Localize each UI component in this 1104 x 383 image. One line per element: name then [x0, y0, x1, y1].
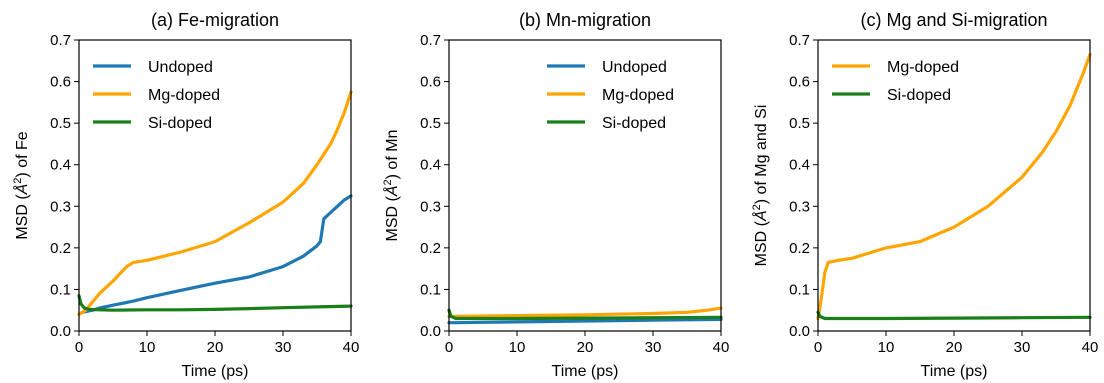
x-tick-label: 20 [946, 339, 963, 356]
legend-label: Si-doped [148, 115, 212, 132]
y-tick-label: 0.6 [420, 74, 441, 91]
series-line-undoped [77, 194, 353, 316]
plot-frame [448, 39, 722, 332]
y-tick-label: 0.6 [50, 74, 71, 91]
series-line-mg-doped [77, 90, 353, 316]
y-tick-label: 0.3 [420, 198, 441, 215]
series-line-si-doped [77, 294, 353, 312]
y-tick-label: 0.6 [789, 74, 810, 91]
chart-title: (a) Fe-migration [151, 10, 279, 30]
series-line-mg-doped [816, 52, 1092, 321]
x-tick-label: 40 [1082, 339, 1099, 356]
legend-label: Mg-doped [148, 87, 220, 104]
chart-title: (b) Mn-migration [519, 10, 651, 30]
y-tick-label: 0.3 [789, 198, 810, 215]
y-tick-label: 0.2 [50, 240, 71, 257]
y-tick-label: 0.1 [789, 281, 810, 298]
plot-frame [817, 39, 1091, 332]
y-tick-label: 0.5 [420, 115, 441, 132]
chart-panel-2: (b) Mn-migration 0 10 20 30 40 0.0 0.1 0.2 0.3 0.4… [382, 10, 729, 380]
y-axis-label: MSD (Å2) of Fe [12, 131, 31, 239]
legend-label: Mg-doped [887, 59, 959, 76]
x-tick-label: 10 [509, 339, 526, 356]
series-line-si-doped [447, 308, 723, 321]
legend-label: Undoped [148, 59, 213, 76]
y-tick-label: 0.2 [789, 240, 810, 257]
y-tick-label: 0.1 [50, 281, 71, 298]
x-tick-label: 0 [814, 339, 822, 356]
legend-label: Si-doped [887, 87, 951, 104]
y-tick-label: 0.4 [789, 157, 810, 174]
x-axis-label: Time (ps) [921, 363, 988, 380]
chart-panel-1: (a) Fe-migration 0 10 20 30 40 0.0 0.1 0.2 0.3 0.4… [12, 10, 359, 380]
chart-panel-3: (c) Mg and Si-migration 0 10 20 30 40 0.0 0.1 0.… [751, 10, 1098, 380]
x-axis-label: Time (ps) [182, 363, 249, 380]
y-tick-label: 0.0 [50, 323, 71, 340]
x-tick-label: 40 [343, 339, 360, 356]
legend: Undoped Mg-doped Si-doped [547, 59, 674, 132]
chart-title: (c) Mg and Si-migration [860, 10, 1047, 30]
y-tick-label: 0.1 [420, 281, 441, 298]
y-tick-label: 0.7 [420, 32, 441, 49]
y-tick-label: 0.7 [50, 32, 71, 49]
y-axis-label: MSD (Å2) of Mn [382, 130, 401, 242]
x-tick-label: 0 [75, 339, 83, 356]
y-tick-label: 0.4 [420, 157, 441, 174]
x-tick-label: 10 [878, 339, 895, 356]
x-tick-label: 30 [1014, 339, 1031, 356]
x-axis-label: Time (ps) [552, 363, 619, 380]
plot-frame [78, 39, 352, 332]
y-tick-label: 0.4 [50, 157, 71, 174]
x-tick-label: 0 [445, 339, 453, 356]
y-axis-label: MSD (Å2) of Mg and Si [751, 105, 770, 267]
y-tick-label: 0.3 [50, 198, 71, 215]
y-tick-label: 0.7 [789, 32, 810, 49]
y-tick-label: 0.2 [420, 240, 441, 257]
y-tick-label: 0.0 [789, 323, 810, 340]
y-tick-label: 0.5 [789, 115, 810, 132]
y-tick-label: 0.0 [420, 323, 441, 340]
legend: Mg-doped Si-doped [832, 59, 959, 104]
y-tick-label: 0.5 [50, 115, 71, 132]
legend-label: Undoped [602, 59, 667, 76]
legend-label: Mg-doped [602, 87, 674, 104]
x-tick-label: 20 [207, 339, 224, 356]
series-line-mg-doped [447, 306, 723, 318]
x-tick-label: 10 [139, 339, 156, 356]
legend: Undoped Mg-doped Si-doped [93, 59, 220, 132]
x-tick-label: 20 [577, 339, 594, 356]
legend-label: Si-doped [602, 115, 666, 132]
x-tick-label: 30 [645, 339, 662, 356]
x-tick-label: 30 [275, 339, 292, 356]
series-line-undoped [447, 317, 723, 325]
x-tick-label: 40 [713, 339, 730, 356]
series-line-si-doped [816, 310, 1092, 321]
